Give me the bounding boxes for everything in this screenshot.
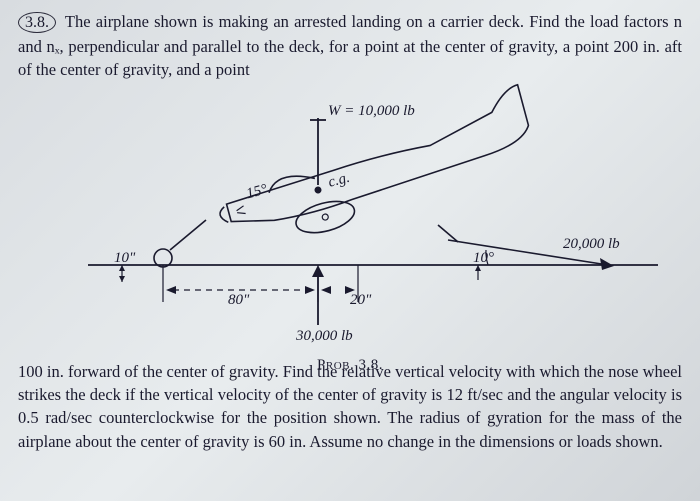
cg-label: c.g. — [326, 169, 351, 190]
problem-number: 3.8. — [18, 12, 56, 33]
main-gear-force: 30,000 lb — [295, 328, 353, 344]
diagram-caption: Prob. 3.8. — [18, 357, 682, 374]
dim-nose-to-gear: 80" — [228, 292, 250, 308]
problem-top-text: The airplane shown is making an arrested… — [18, 12, 682, 79]
dim-gear-to-arrow: 20" — [350, 292, 372, 308]
cable-force: 20,000 lb — [563, 236, 620, 252]
dim-nose-anchor: 10" — [114, 250, 136, 266]
problem-top-paragraph: 3.8. The airplane shown is making an arr… — [18, 10, 682, 82]
fuselage-angle: 15° — [245, 181, 269, 202]
airplane-diagram: W = 10,000 lb c.g. 15° 10" — [18, 90, 682, 350]
weight-label: W = 10,000 lb — [328, 103, 415, 119]
problem-bottom-paragraph: 100 in. forward of the center of gravity… — [18, 360, 682, 454]
deck-angle: 10° — [473, 250, 494, 266]
